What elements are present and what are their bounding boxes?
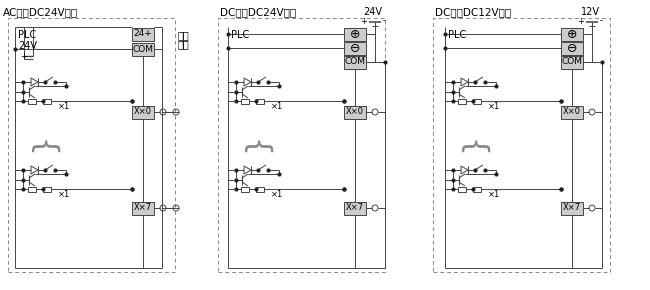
Text: -: - bbox=[383, 17, 386, 26]
Bar bbox=[473, 99, 481, 104]
Bar bbox=[8, 18, 175, 272]
Text: ×1: ×1 bbox=[271, 190, 283, 199]
Bar bbox=[344, 41, 366, 55]
Bar bbox=[458, 99, 466, 104]
Bar bbox=[43, 99, 51, 104]
Text: }: } bbox=[29, 132, 57, 152]
Text: COM: COM bbox=[562, 57, 582, 66]
Bar bbox=[344, 202, 366, 215]
Bar bbox=[344, 55, 366, 68]
Text: X×7: X×7 bbox=[563, 204, 581, 213]
Text: -: - bbox=[600, 17, 603, 26]
Text: ×1: ×1 bbox=[488, 190, 500, 199]
Bar bbox=[344, 106, 366, 119]
Text: ⊖: ⊖ bbox=[350, 41, 360, 55]
Text: PLC: PLC bbox=[448, 30, 466, 40]
Text: AC电源DC24V输入: AC电源DC24V输入 bbox=[3, 7, 78, 17]
Bar bbox=[241, 186, 249, 191]
Bar bbox=[28, 186, 36, 191]
Text: ×1: ×1 bbox=[271, 102, 283, 111]
Text: 24V: 24V bbox=[363, 7, 382, 17]
Text: 12V: 12V bbox=[580, 7, 599, 17]
Text: ×1: ×1 bbox=[58, 102, 70, 111]
Bar bbox=[43, 186, 51, 191]
Text: +: + bbox=[360, 17, 367, 26]
Text: +: + bbox=[577, 17, 584, 26]
Text: X×0: X×0 bbox=[346, 108, 364, 117]
Text: 24V: 24V bbox=[18, 41, 37, 51]
Text: 24+: 24+ bbox=[134, 30, 152, 39]
Text: }: } bbox=[458, 132, 488, 152]
Text: X×0: X×0 bbox=[563, 108, 581, 117]
Bar bbox=[256, 186, 264, 191]
Bar bbox=[473, 186, 481, 191]
Text: ⊕: ⊕ bbox=[567, 28, 577, 41]
Bar bbox=[28, 99, 36, 104]
Bar bbox=[132, 43, 154, 55]
Text: DC电源DC12V输入: DC电源DC12V输入 bbox=[435, 7, 511, 17]
Bar bbox=[132, 106, 154, 119]
Bar bbox=[561, 41, 583, 55]
Text: PLC: PLC bbox=[231, 30, 249, 40]
Text: ⊕: ⊕ bbox=[350, 28, 360, 41]
Bar bbox=[241, 99, 249, 104]
Text: ⊖: ⊖ bbox=[567, 41, 577, 55]
Text: X×7: X×7 bbox=[134, 204, 152, 213]
Text: COM: COM bbox=[133, 44, 153, 53]
Bar bbox=[218, 18, 385, 272]
Bar bbox=[132, 202, 154, 215]
Text: ×1: ×1 bbox=[58, 190, 70, 199]
Bar bbox=[433, 18, 610, 272]
Bar bbox=[458, 186, 466, 191]
Text: ×1: ×1 bbox=[488, 102, 500, 111]
Text: 电源: 电源 bbox=[178, 39, 190, 49]
Text: +: + bbox=[20, 52, 27, 61]
Bar bbox=[132, 28, 154, 41]
Bar bbox=[561, 202, 583, 215]
Text: DC电源DC24V输入: DC电源DC24V输入 bbox=[220, 7, 296, 17]
Bar bbox=[561, 55, 583, 68]
Bar bbox=[561, 28, 583, 41]
Bar bbox=[256, 99, 264, 104]
Text: X×7: X×7 bbox=[346, 204, 364, 213]
Text: }: } bbox=[242, 132, 270, 152]
Text: COM: COM bbox=[344, 57, 365, 66]
Bar bbox=[344, 28, 366, 41]
Bar bbox=[561, 106, 583, 119]
Text: PLC: PLC bbox=[18, 30, 36, 40]
Text: 辅助: 辅助 bbox=[178, 30, 190, 40]
Text: X×0: X×0 bbox=[134, 108, 152, 117]
